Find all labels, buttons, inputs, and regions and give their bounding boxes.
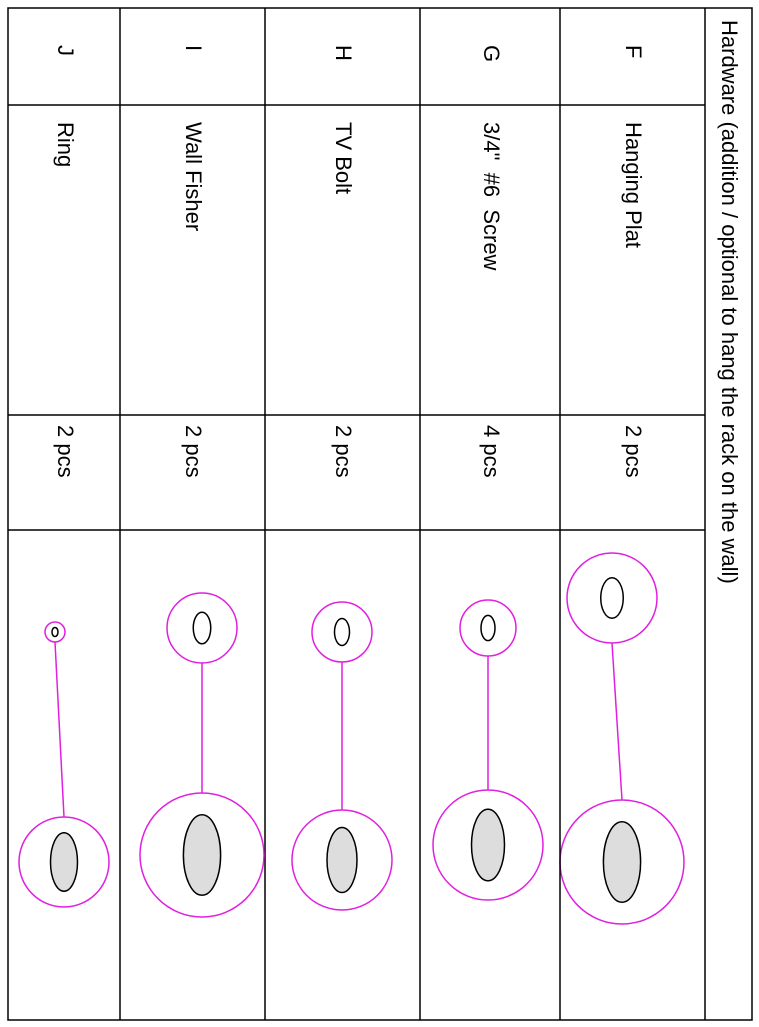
item-letter: I	[181, 45, 206, 51]
item-name: Wall Fisher	[181, 122, 206, 231]
item-qty: 2 pcs	[53, 425, 78, 478]
part-sketch	[182, 813, 222, 897]
item-qty: 2 pcs	[181, 425, 206, 478]
item-name: 3/4" #6 Screw	[479, 122, 504, 271]
item-name: TV Bolt	[331, 122, 356, 194]
part-sketch	[600, 577, 624, 619]
part-sketch	[470, 808, 506, 882]
item-qty: 2 pcs	[331, 425, 356, 478]
detail-large	[432, 789, 544, 901]
part-sketch	[49, 832, 79, 892]
callout-line	[54, 641, 65, 818]
detail-small	[166, 592, 238, 664]
item-letter: F	[621, 45, 646, 58]
detail-small	[459, 599, 517, 657]
part-sketch	[602, 820, 642, 904]
part-sketch	[192, 611, 212, 645]
item-name: Ring	[53, 122, 78, 167]
part-sketch	[333, 617, 351, 647]
header-title: Hardware (addition / optional to hang th…	[717, 20, 742, 584]
part-sketch	[326, 826, 358, 894]
detail-large	[291, 809, 393, 911]
item-name: Hanging Plat	[621, 122, 646, 248]
detail-large	[139, 792, 265, 918]
item-letter: G	[479, 45, 504, 62]
table-border	[7, 7, 753, 1021]
callout-line	[611, 642, 623, 801]
item-letter: J	[53, 45, 78, 56]
detail-small	[44, 621, 66, 643]
item-letter: H	[331, 45, 356, 61]
item-qty: 4 pcs	[479, 425, 504, 478]
detail-small	[566, 552, 658, 644]
detail-large	[18, 816, 110, 908]
part-sketch	[51, 626, 59, 638]
item-qty: 2 pcs	[621, 425, 646, 478]
part-sketch	[480, 614, 496, 642]
detail-small	[311, 601, 373, 663]
